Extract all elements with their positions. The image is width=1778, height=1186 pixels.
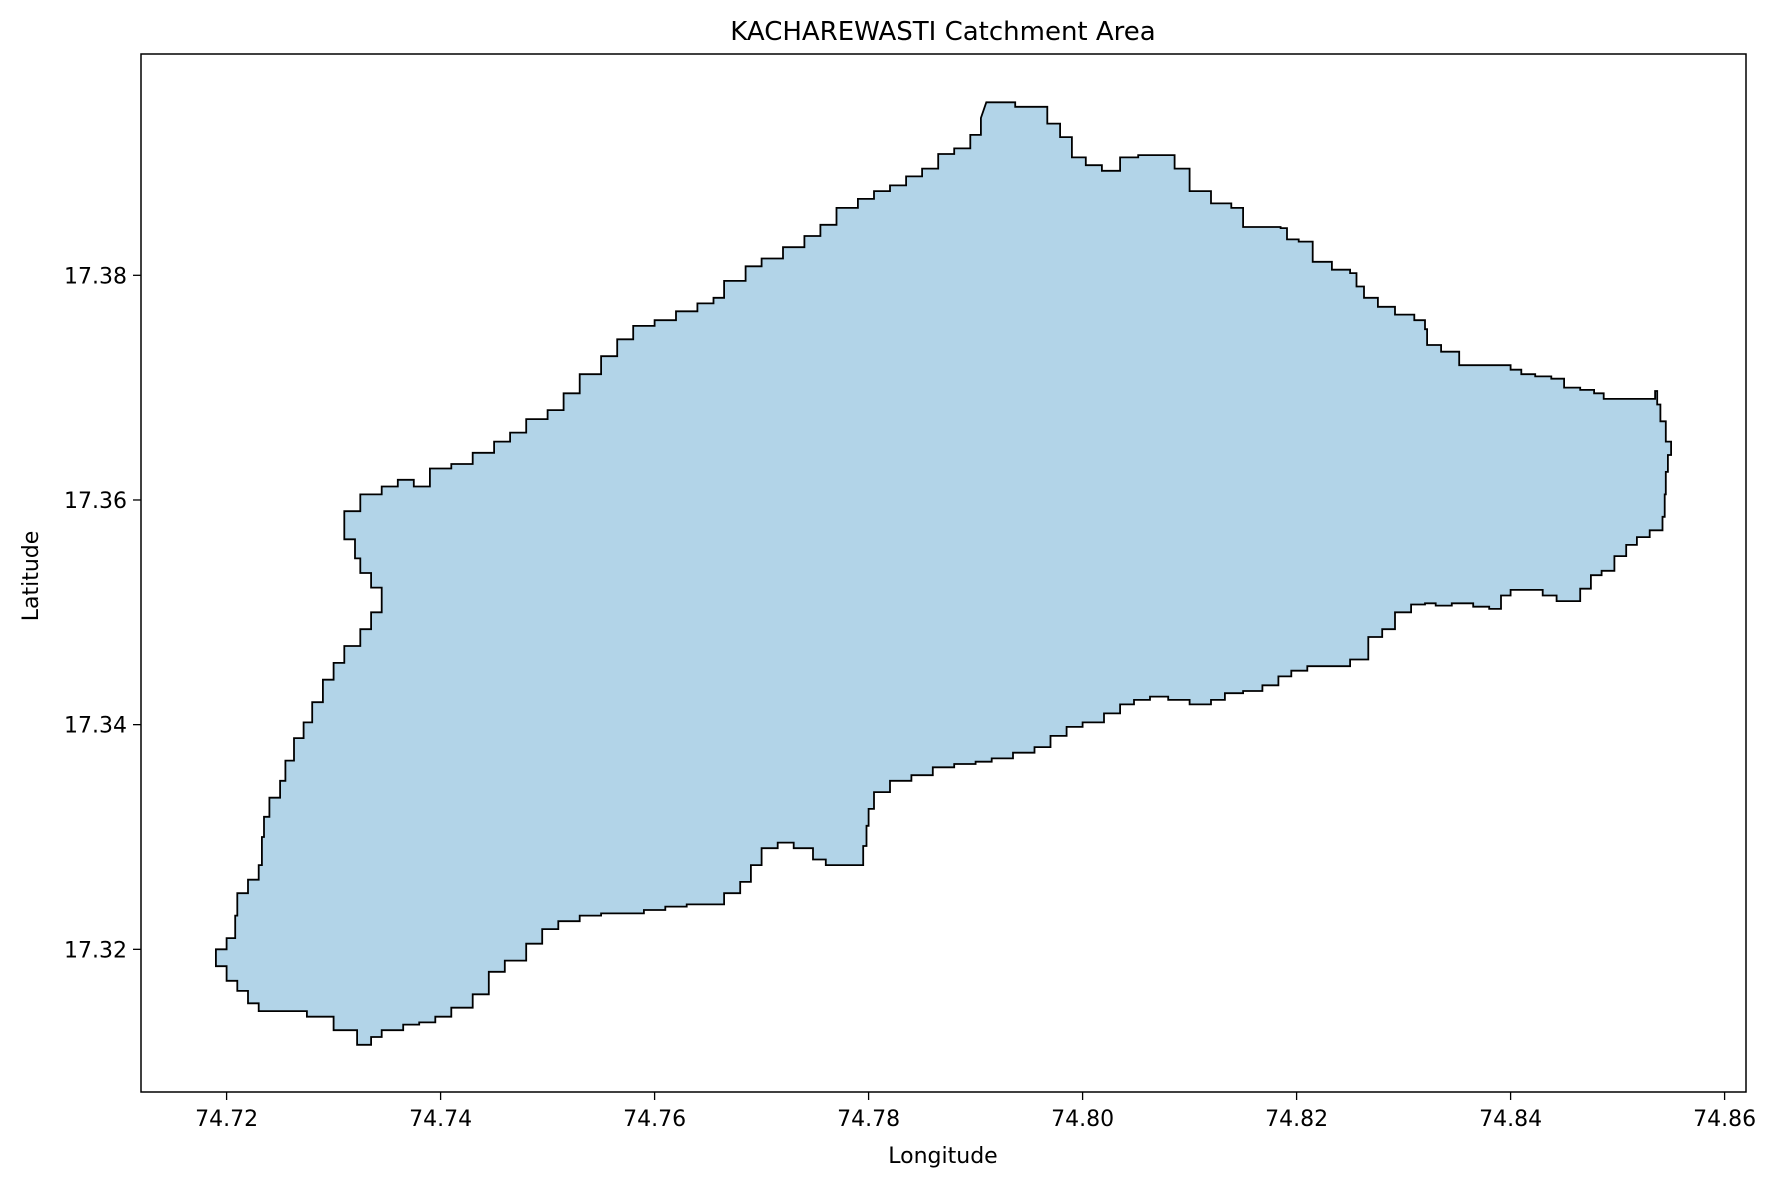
y-tick-label: 17.36 <box>64 489 127 514</box>
x-tick-label: 74.74 <box>409 1107 472 1132</box>
catchment-polygon <box>215 101 1672 1046</box>
map-title: KACHAREWASTI Catchment Area <box>730 17 1155 47</box>
y-tick-label: 17.34 <box>64 714 127 739</box>
x-tick-label: 74.86 <box>1693 1107 1756 1132</box>
x-tick-label: 74.78 <box>837 1107 900 1132</box>
y-axis-label: Latitude <box>19 531 44 622</box>
x-tick-label: 74.72 <box>195 1107 258 1132</box>
y-axis-ticks: 17.32 17.34 17.36 17.38 <box>64 264 141 963</box>
x-tick-label: 74.80 <box>1051 1107 1114 1132</box>
axes-frame <box>140 53 1747 1093</box>
x-axis-label: Longitude <box>888 1144 997 1169</box>
x-tick-label: 74.84 <box>1479 1107 1542 1132</box>
x-tick-label: 74.76 <box>623 1107 686 1132</box>
x-axis-ticks: 74.72 74.74 74.76 74.78 74.80 74.82 74.84 74.86 <box>195 1092 1756 1132</box>
y-tick-label: 17.38 <box>64 264 127 289</box>
y-tick-label: 17.32 <box>64 938 127 963</box>
x-tick-label: 74.82 <box>1265 1107 1328 1132</box>
plot-area <box>215 101 1672 1046</box>
